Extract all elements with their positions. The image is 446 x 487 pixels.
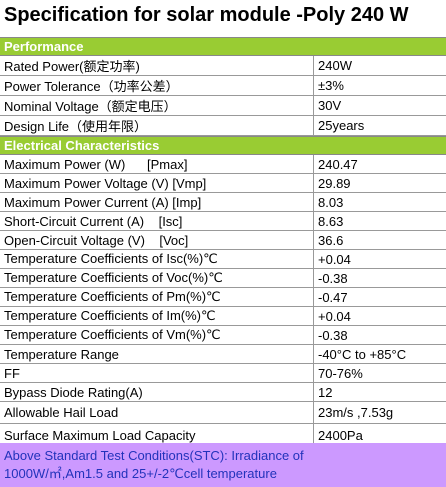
- spec-value: 12: [318, 384, 333, 400]
- spec-value: 29.89: [318, 175, 351, 191]
- spec-row: Design Life（使用年限） 25years: [0, 116, 446, 136]
- spec-value: 30V: [318, 98, 342, 113]
- spec-row: Short-Circuit Current (A) [Isc] 8.63: [0, 212, 446, 231]
- spec-label: Temperature Range: [0, 345, 314, 363]
- spec-value: -0.38: [318, 327, 348, 343]
- spec-label: Rated Power(额定功率): [0, 56, 314, 75]
- spec-value: 8.63: [318, 213, 344, 229]
- spec-label: Allowable Hail Load: [0, 402, 314, 423]
- spec-label: Temperature Coefficients of Im(%)℃: [0, 307, 314, 325]
- footer-line: Above Standard Test Conditions(STC): Irr…: [4, 448, 304, 463]
- spec-row: Temperature Coefficients of Pm(%)℃ -0.47: [0, 288, 446, 307]
- spec-value: +0.04: [318, 308, 351, 324]
- spec-row: Temperature Coefficients of Vm(%)℃ -0.38: [0, 326, 446, 345]
- spec-label: Temperature Coefficients of Voc(%)℃: [0, 269, 314, 287]
- spec-row: Temperature Coefficients of Voc(%)℃ -0.38: [0, 269, 446, 288]
- spec-value: -40°C to +85°C: [318, 346, 407, 362]
- title: Specification for solar module -Poly 240…: [4, 4, 409, 26]
- spec-value: 23m/s ,7.53g: [318, 405, 394, 420]
- spec-row: Temperature Range -40°C to +85°C: [0, 345, 446, 364]
- spec-row: Open-Circuit Voltage (V) [Voc] 36.6: [0, 231, 446, 250]
- spec-row: Allowable Hail Load 23m/s ,7.53g: [0, 402, 446, 424]
- spec-table: Performance Rated Power(额定功率) 240W Power To…: [0, 37, 446, 448]
- spec-label: Nominal Voltage（额定电压）: [0, 96, 314, 115]
- spec-label: FF: [0, 364, 314, 382]
- spec-label: Power Tolerance（功率公差）: [0, 76, 314, 95]
- spec-label: Maximum Power Current (A) [Imp]: [0, 193, 314, 211]
- spec-value: 8.03: [318, 194, 344, 210]
- spec-value: -0.47: [318, 289, 348, 305]
- spec-label: Design Life（使用年限）: [0, 116, 314, 135]
- spec-value: 36.6: [318, 232, 344, 248]
- spec-value: -0.38: [318, 270, 348, 286]
- spec-value: 70-76%: [318, 365, 363, 381]
- spec-row: Maximum Power Voltage (V) [Vmp] 29.89: [0, 174, 446, 193]
- spec-label: Maximum Power Voltage (V) [Vmp]: [0, 174, 314, 192]
- spec-row: Bypass Diode Rating(A) 12: [0, 383, 446, 402]
- spec-label: Temperature Coefficients of Pm(%)℃: [0, 288, 314, 306]
- spec-label: Temperature Coefficients of Isc(%)℃: [0, 250, 314, 268]
- spec-label: Maximum Power (W) [Pmax]: [0, 155, 314, 173]
- spec-label: Open-Circuit Voltage (V) [Voc]: [0, 231, 314, 249]
- spec-value: 25years: [318, 118, 365, 133]
- footer: Above Standard Test Conditions(STC): Irr…: [0, 443, 446, 487]
- spec-row: Maximum Power Current (A) [Imp] 8.03: [0, 193, 446, 212]
- spec-value: +0.04: [318, 251, 351, 267]
- spec-row: FF 70-76%: [0, 364, 446, 383]
- spec-value: ±3%: [318, 78, 344, 93]
- spec-value: 240.47: [318, 156, 358, 172]
- spec-value: 2400Pa: [318, 428, 363, 443]
- spec-label: Short-Circuit Current (A) [Isc]: [0, 212, 314, 230]
- spec-row: Nominal Voltage（额定电压） 30V: [0, 96, 446, 116]
- spec-row: Temperature Coefficients of Im(%)℃ +0.04: [0, 307, 446, 326]
- spec-row: Maximum Power (W) [Pmax] 240.47: [0, 155, 446, 174]
- spec-label: Temperature Coefficients of Vm(%)℃: [0, 326, 314, 344]
- section-header: Performance: [0, 37, 446, 56]
- spec-row: Rated Power(额定功率) 240W: [0, 56, 446, 76]
- spec-row: Power Tolerance（功率公差） ±3%: [0, 76, 446, 96]
- footer-line: 1000W/㎡,Am1.5 and 25+/-2℃cell temperatur…: [4, 466, 277, 481]
- spec-row: Temperature Coefficients of Isc(%)℃ +0.04: [0, 250, 446, 269]
- spec-label: Bypass Diode Rating(A): [0, 383, 314, 401]
- section-header: Electrical Characteristics: [0, 136, 446, 155]
- spec-label: Surface Maximum Load Capacity: [0, 424, 314, 447]
- spec-value: 240W: [318, 58, 352, 73]
